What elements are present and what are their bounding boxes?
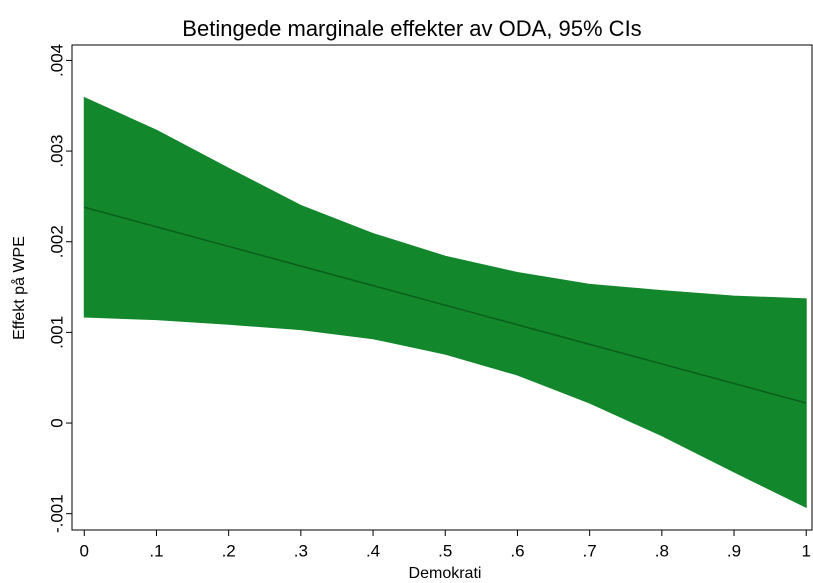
x-tick-label: .6 <box>510 541 524 560</box>
y-axis-title: Effekt på WPE <box>10 236 28 340</box>
x-tick-label: .5 <box>438 541 452 560</box>
x-tick-label: 0 <box>80 541 89 560</box>
x-tick-label: .2 <box>222 541 236 560</box>
y-tick-label: .001 <box>47 316 66 349</box>
y-tick-label: 0 <box>47 418 66 427</box>
x-axis-title: Demokrati <box>409 565 482 582</box>
x-tick-label: .8 <box>655 541 669 560</box>
y-tick-label: .003 <box>47 135 66 168</box>
chart-title: Betingede marginale effekter av ODA, 95%… <box>182 16 641 41</box>
x-tick-label: .4 <box>366 541 380 560</box>
x-tick-label: .1 <box>149 541 163 560</box>
x-tick-label: .9 <box>727 541 741 560</box>
x-tick-label: .7 <box>583 541 597 560</box>
x-tick-label: 1 <box>801 541 810 560</box>
y-tick-label: .004 <box>47 44 66 77</box>
y-tick-label: -.001 <box>47 494 66 533</box>
effect-line <box>84 206 807 404</box>
x-tick-label: .3 <box>294 541 308 560</box>
y-tick-label: .002 <box>47 225 66 258</box>
plot-frame <box>71 44 813 531</box>
confidence-band <box>83 96 807 509</box>
